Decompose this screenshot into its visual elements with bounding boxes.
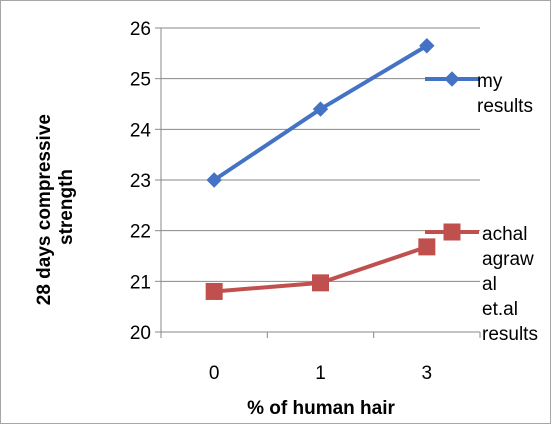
legend: my results achal agraw al et.al results <box>425 71 538 345</box>
x-tick-label: 3 <box>422 363 433 384</box>
series-1 <box>206 38 435 188</box>
x-axis-title: % of human hair <box>247 398 395 419</box>
axes <box>155 27 481 338</box>
y-tick-label: 21 <box>130 272 151 293</box>
data-point-2-1 <box>205 282 223 300</box>
legend-entry-1: my results <box>425 71 533 117</box>
legend-label-2: achal agraw al et.al results <box>482 224 538 345</box>
x-tick-label: 0 <box>209 363 220 384</box>
y-tick-label: 25 <box>130 70 151 91</box>
legend-label-1: my results <box>477 71 533 117</box>
x-tick-label: 1 <box>315 363 326 384</box>
data-point-1-2 <box>312 101 329 117</box>
y-tick-labels: 20 21 22 23 24 25 26 <box>130 19 152 344</box>
data-point-1-1 <box>206 172 222 188</box>
x-tick-labels: 0 1 3 <box>209 363 432 384</box>
y-tick-label: 22 <box>130 222 151 243</box>
y-axis-title-line-1: 28 days compressive <box>34 114 55 305</box>
y-tick-label: 24 <box>130 120 152 141</box>
data-point-legend-1 <box>444 71 460 87</box>
series-layer <box>205 38 436 300</box>
legend-entry-2: achal agraw al et.al results <box>425 223 538 345</box>
y-axis-title: 28 days compressive strength <box>34 109 77 305</box>
y-tick-label: 23 <box>130 171 151 192</box>
data-point-legend-2 <box>443 223 461 241</box>
data-point-2-2 <box>312 274 329 292</box>
data-point-2-3 <box>418 238 436 256</box>
y-tick-label: 26 <box>130 19 151 40</box>
y-tick-label: 20 <box>130 323 151 344</box>
series-2 <box>205 238 436 300</box>
y-axis-title-line-2: strength <box>56 169 77 245</box>
data-point-1-3 <box>419 38 435 54</box>
